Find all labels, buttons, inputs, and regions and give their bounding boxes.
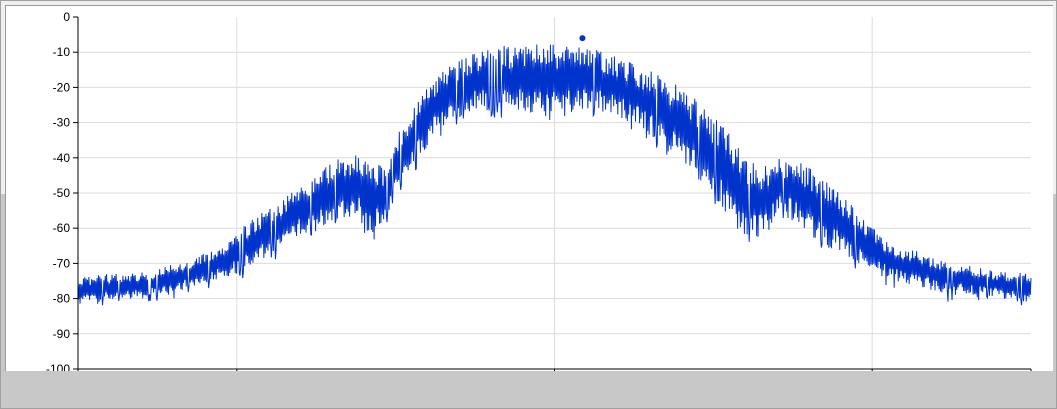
peak-marker-layer (579, 35, 586, 42)
spectrum-trace-line (77, 44, 1032, 306)
y-tick-label: -10 (53, 45, 71, 59)
y-tick-label: -90 (53, 327, 71, 341)
y-tick-label: -20 (53, 80, 71, 94)
y-tick-label: -70 (53, 256, 71, 270)
y-tick-label: -50 (53, 186, 71, 200)
y-tick-label: 0 (63, 10, 70, 24)
y-tick-label: -60 (53, 221, 71, 235)
y-tick-label: -80 (53, 292, 71, 306)
y-axis-tick-labels: 0 -10 -20 -30 -40 -50 -60 -70 -80 -90 -100 (46, 10, 70, 371)
y-tick-label: -30 (53, 116, 71, 130)
plot-panel: 0-10-20-30-40-50-60-70-80-90-100 2.47625… (5, 5, 1053, 371)
spectrum-chart: 0-10-20-30-40-50-60-70-80-90-100 2.47625… (46, 10, 1032, 371)
peak-marker[interactable] (579, 35, 586, 42)
y-tick-label: -100 (46, 362, 70, 371)
axes (73, 16, 1032, 371)
spectrum-trace (77, 44, 1032, 306)
y-tick-label: -40 (53, 151, 71, 165)
